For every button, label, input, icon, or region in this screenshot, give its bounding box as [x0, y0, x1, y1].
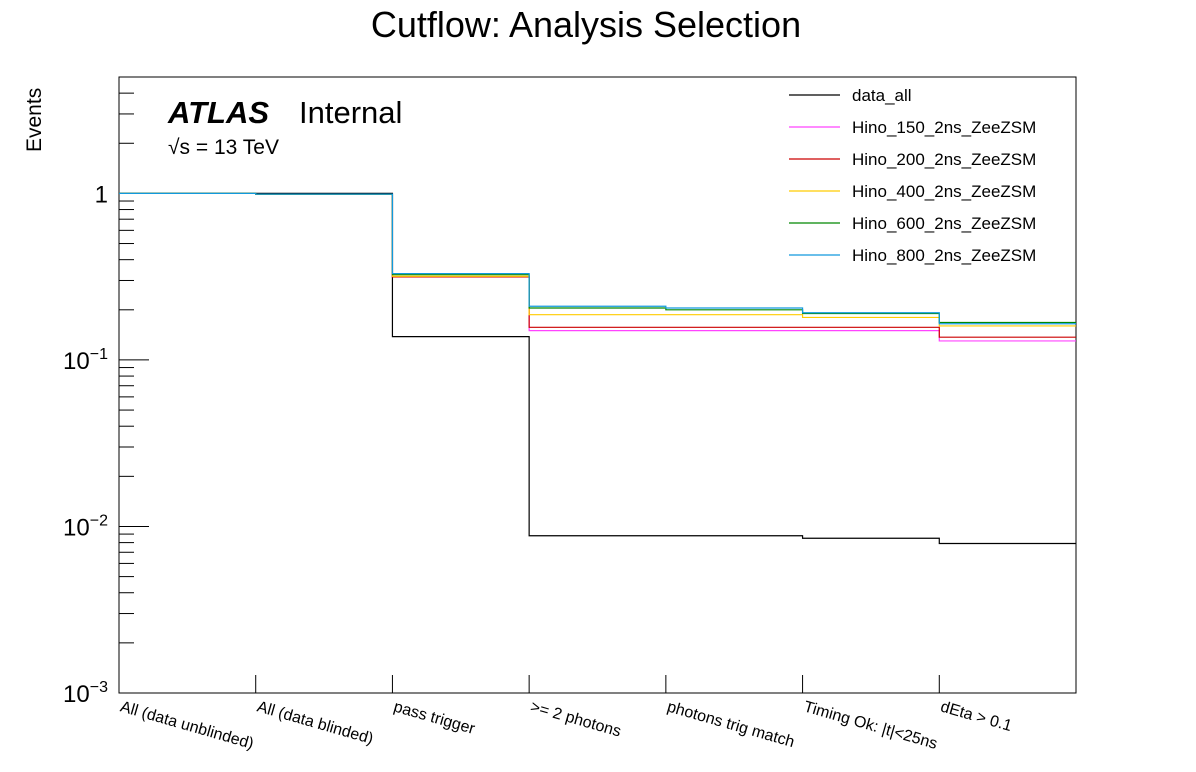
legend-entry-label: data_all [852, 86, 912, 105]
energy-text: √s = 13 TeV [168, 136, 279, 159]
legend-entry-label: Hino_150_2ns_ZeeZSM [852, 118, 1036, 137]
legend-entry-label: Hino_200_2ns_ZeeZSM [852, 150, 1036, 169]
y-axis-label: Events [23, 88, 46, 152]
legend-entry-label: Hino_400_2ns_ZeeZSM [852, 182, 1036, 201]
series-line-Hino_800_2ns_ZeeZSM [119, 192, 1076, 325]
atlas-status-text: Internal [299, 95, 402, 130]
y-tick-label: 10−1 [63, 346, 108, 375]
y-tick-label: 1 [95, 181, 108, 208]
atlas-experiment-text: ATLAS [167, 95, 269, 130]
y-tick-label: 10−2 [63, 512, 108, 541]
y-axis-ticks [119, 76, 149, 694]
x-axis-ticks [255, 675, 940, 693]
atlas-label: ATLAS Internal √s = 13 TeV [167, 95, 402, 159]
plot-frame [118, 76, 1077, 694]
y-axis-tick-labels: 1 10−1 10−2 10−3 [63, 181, 108, 708]
legend-entry-label: Hino_600_2ns_ZeeZSM [852, 214, 1036, 233]
series-lines [119, 192, 1076, 545]
chart-title: Cutflow: Analysis Selection [371, 4, 801, 45]
legend-entry-label: Hino_800_2ns_ZeeZSM [852, 246, 1036, 265]
y-tick-label: 10−3 [63, 679, 108, 708]
series-line-data_all [119, 192, 1076, 545]
legend: data_all Hino_150_2ns_ZeeZSM Hino_200_2ns_… [789, 86, 1036, 265]
